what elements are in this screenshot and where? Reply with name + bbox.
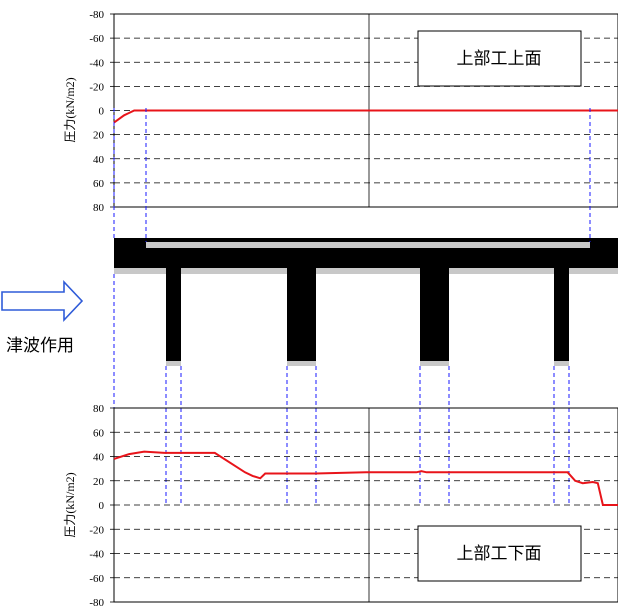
top-y-tick-label: 0 — [99, 106, 105, 118]
top-pressure-series-line — [113, 109, 618, 124]
top-y-axis-label: 圧力(kN/m2) — [63, 77, 77, 142]
top-y-tick-label: -80 — [89, 9, 104, 21]
bridge-structure — [114, 238, 618, 366]
girder-4 — [554, 268, 569, 366]
tsunami-action-label: 津波作用 — [6, 336, 74, 356]
bottom-y-axis-label: 圧力(kN/m2) — [63, 472, 77, 537]
top-y-tick-label: 40 — [93, 154, 105, 166]
bottom-y-tick-label: 60 — [93, 427, 105, 439]
bottom-y-tick-label: 80 — [93, 403, 105, 415]
top-chart-title: 上部工上面 — [457, 49, 542, 69]
upper-surface-pressure-chart: -80 -60 -40 -20 0 20 40 60 80 圧力(kN/m2) 上部工上面 — [63, 9, 618, 214]
bottom-y-ticks: 80 60 40 20 0 -20 -40 -60 -80 — [89, 403, 114, 609]
hollow-right-arrow-icon — [1, 279, 84, 323]
girder-3 — [420, 268, 449, 366]
bottom-y-tick-label: -80 — [89, 597, 104, 609]
top-y-tick-label: -40 — [89, 57, 104, 69]
bottom-pressure-series-line — [113, 450, 618, 506]
deck-bottom-shadow — [114, 268, 618, 274]
top-title-box — [417, 30, 582, 87]
girder-2 — [287, 268, 316, 366]
deck-top-shadow — [146, 242, 590, 248]
bottom-y-tick-label: 40 — [93, 452, 105, 464]
top-y-tick-label: 80 — [93, 202, 105, 214]
bottom-title-box — [417, 525, 582, 582]
bottom-y-tick-label: 20 — [93, 476, 105, 488]
bottom-y-tick-label: -60 — [89, 573, 104, 585]
top-y-tick-label: -20 — [89, 81, 104, 93]
bottom-y-tick-label: -40 — [89, 549, 104, 561]
top-y-tick-label: 60 — [93, 178, 105, 190]
bottom-y-tick-label: -20 — [89, 524, 104, 536]
top-y-tick-label: -60 — [89, 33, 104, 45]
top-y-ticks: -80 -60 -40 -20 0 20 40 60 80 — [89, 9, 114, 214]
bottom-y-tick-label: 0 — [99, 500, 105, 512]
girder-1 — [166, 268, 181, 366]
structure-guide-lines — [113, 108, 591, 505]
bottom-chart-title: 上部工下面 — [457, 544, 542, 564]
top-y-tick-label: 20 — [93, 130, 105, 142]
lower-surface-pressure-chart: 80 60 40 20 0 -20 -40 -60 -80 圧力(kN/m2) 上部工下面 — [63, 403, 618, 609]
